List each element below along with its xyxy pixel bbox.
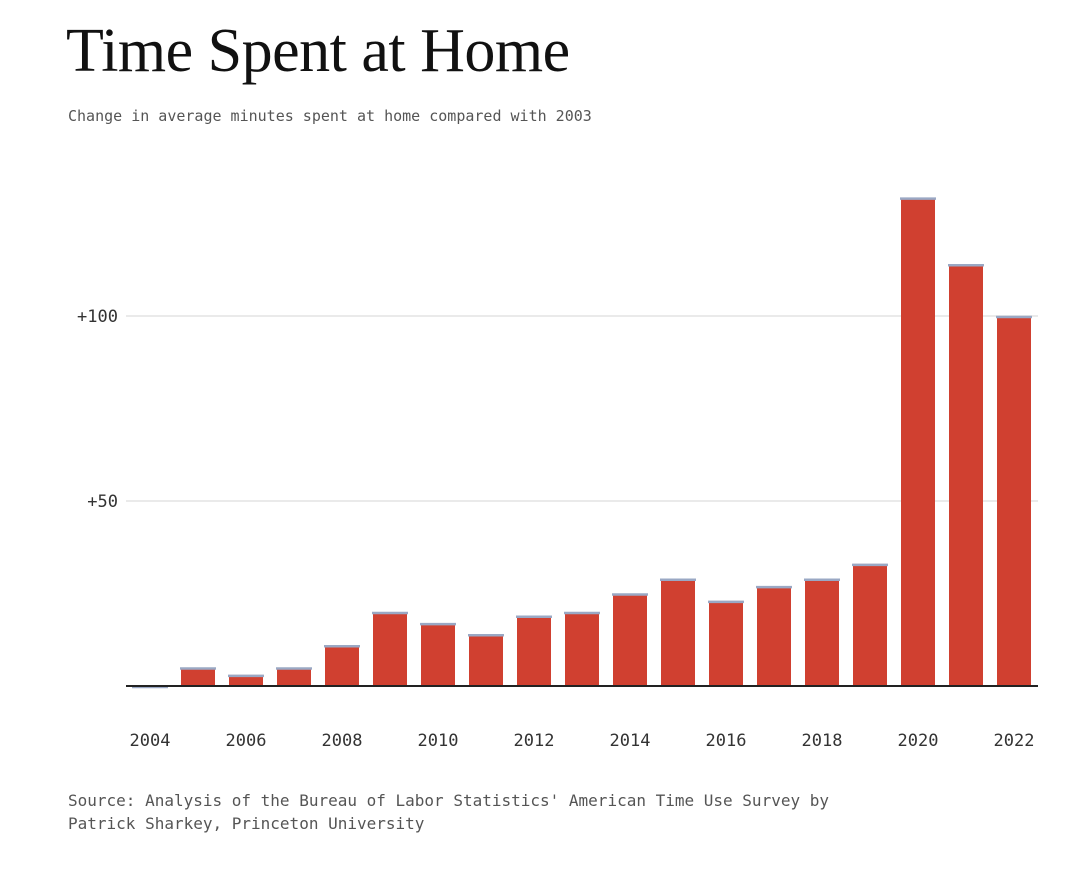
x-tick-label: 2006 bbox=[226, 731, 267, 751]
bar-2017 bbox=[756, 585, 792, 686]
x-tick-label: 2004 bbox=[130, 731, 171, 751]
bar-2009 bbox=[372, 611, 408, 686]
chart-subtitle: Change in average minutes spent at home … bbox=[68, 107, 592, 125]
bar-fill bbox=[757, 586, 791, 686]
y-tick-label: +100 bbox=[77, 307, 118, 327]
x-tick-label: 2022 bbox=[994, 731, 1035, 751]
bar-fill bbox=[949, 264, 983, 686]
source-note: Source: Analysis of the Bureau of Labor … bbox=[68, 789, 1048, 835]
bar-2010 bbox=[420, 622, 456, 686]
bar-2005 bbox=[180, 667, 216, 686]
bar-fill bbox=[709, 600, 743, 686]
bar-2015 bbox=[660, 578, 696, 686]
source-line-2: Patrick Sharkey, Princeton University bbox=[68, 814, 425, 833]
bar-fill bbox=[997, 316, 1031, 686]
bar-fill bbox=[421, 623, 455, 686]
bar-fill bbox=[805, 578, 839, 686]
source-line-1: Source: Analysis of the Bureau of Labor … bbox=[68, 791, 829, 810]
bar-fill bbox=[373, 612, 407, 686]
tick-labels: +50 +100 2004 2006 2008 2010 2012 2014 2016 2018 2… bbox=[77, 307, 1034, 751]
bar-2020 bbox=[900, 197, 936, 686]
bar-fill bbox=[613, 593, 647, 686]
bar-fill bbox=[661, 578, 695, 686]
x-tick-label: 2018 bbox=[802, 731, 843, 751]
bar-2011 bbox=[468, 633, 504, 686]
bar-2022 bbox=[996, 315, 1032, 686]
bar-2006 bbox=[228, 674, 264, 686]
bar-fill bbox=[469, 634, 503, 686]
x-tick-label: 2012 bbox=[514, 731, 555, 751]
x-tick-label: 2008 bbox=[322, 731, 363, 751]
bars bbox=[132, 197, 1032, 689]
bar-2013 bbox=[564, 611, 600, 686]
bar-2008 bbox=[324, 645, 360, 686]
gridlines bbox=[126, 315, 1038, 502]
bar-2021 bbox=[948, 263, 984, 686]
bar-2014 bbox=[612, 593, 648, 686]
bar-2007 bbox=[276, 667, 312, 686]
bar-2012 bbox=[516, 615, 552, 686]
x-tick-label: 2010 bbox=[418, 731, 459, 751]
y-tick-label: +50 bbox=[87, 492, 118, 512]
bar-fill bbox=[181, 667, 215, 686]
chart-title: Time Spent at Home bbox=[66, 17, 570, 85]
bar-fill bbox=[565, 612, 599, 686]
bar-fill bbox=[277, 667, 311, 686]
bar-2019 bbox=[852, 563, 888, 686]
bar-fill bbox=[517, 615, 551, 686]
bar-fill bbox=[901, 197, 935, 686]
x-tick-label: 2014 bbox=[610, 731, 651, 751]
bar-2018 bbox=[804, 578, 840, 686]
x-tick-label: 2020 bbox=[898, 731, 939, 751]
bar-2016 bbox=[708, 600, 744, 686]
bar-fill bbox=[325, 645, 359, 686]
x-tick-label: 2016 bbox=[706, 731, 747, 751]
bar-fill bbox=[229, 674, 263, 686]
bar-fill bbox=[853, 563, 887, 686]
